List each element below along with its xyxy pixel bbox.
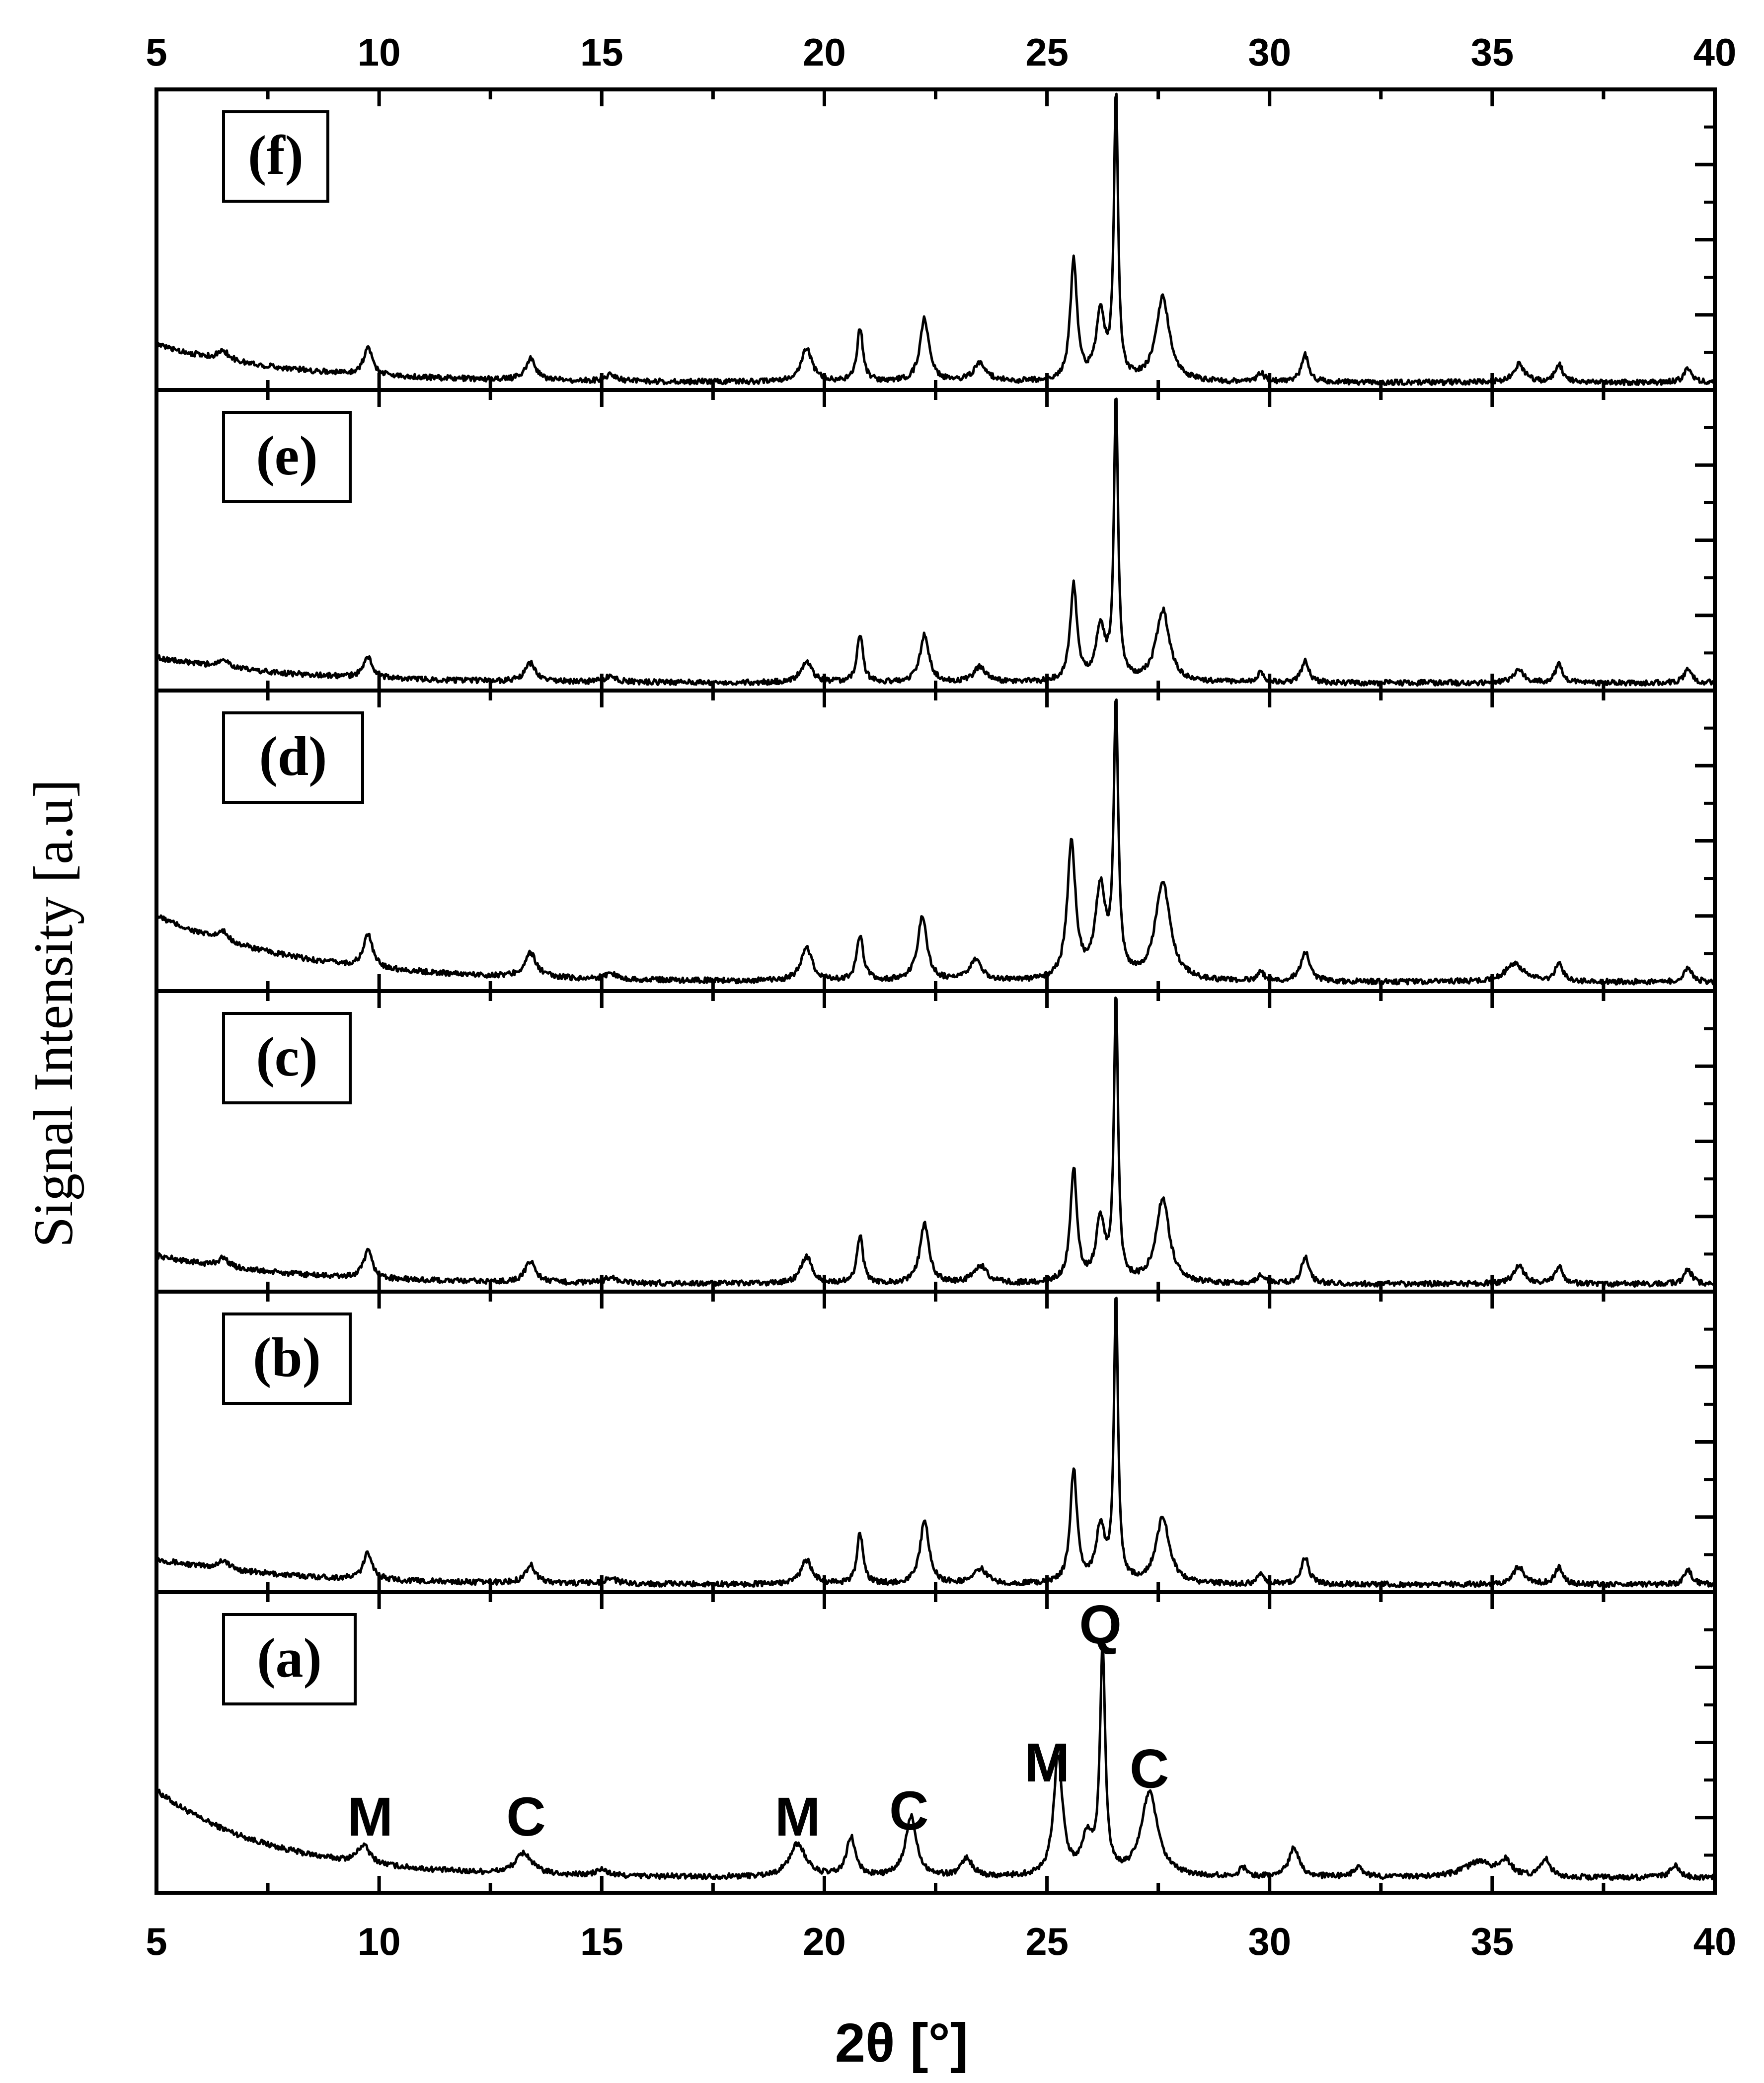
x-axis-title: 2θ [°]: [835, 2012, 968, 2074]
panel-c: (c): [154, 989, 1717, 1294]
x-tick-label-top: 15: [580, 30, 623, 74]
panel-d: (d): [154, 689, 1717, 993]
x-tick-label-bottom: 35: [1470, 1920, 1514, 1963]
peak-annotation-M: M: [775, 1786, 821, 1848]
x-tick-label-top: 5: [146, 30, 167, 74]
y-axis-title: Signal Intensity [a.u]: [23, 779, 84, 1247]
panel-label: (e): [256, 425, 317, 487]
x-tick-label-top: 10: [358, 30, 401, 74]
x-tick-label-top: 20: [803, 30, 846, 74]
panel-label: (f): [248, 125, 304, 186]
x-tick-label-bottom: 10: [358, 1920, 401, 1963]
panel-label-box: [222, 711, 364, 804]
panel-frame: [154, 689, 1717, 993]
x-tick-label-bottom: 25: [1025, 1920, 1069, 1963]
x-tick-label-bottom: 20: [803, 1920, 846, 1963]
peak-annotation-C: C: [1130, 1738, 1169, 1799]
panel-b: (b): [154, 1290, 1717, 1594]
peak-annotation-M: M: [1024, 1732, 1070, 1793]
panel-frame: [154, 1290, 1717, 1594]
x-tick-label-bottom: 5: [146, 1920, 167, 1963]
x-tick-label-bottom: 30: [1248, 1920, 1291, 1963]
panel-e: (e): [154, 388, 1717, 693]
x-tick-label-bottom: 40: [1693, 1920, 1737, 1963]
xrd-pattern-line: [155, 996, 1716, 1288]
panel-label-box: [222, 1613, 357, 1705]
panel-frame: [154, 989, 1717, 1294]
x-tick-label-top: 30: [1248, 30, 1291, 74]
peak-annotation-C: C: [506, 1786, 545, 1848]
x-tick-label-top: 35: [1470, 30, 1514, 74]
panel-label-box: [222, 110, 329, 203]
panel-label-box: [222, 1012, 352, 1104]
xrd-pattern-line: [156, 92, 1716, 386]
xrd-pattern-line: [155, 397, 1716, 687]
panel-frame: [154, 1590, 1717, 1895]
panel-frame: [154, 87, 1717, 392]
peak-annotation-Q: Q: [1079, 1594, 1122, 1655]
panel-f: (f): [154, 87, 1717, 392]
xrd-pattern-line: [156, 1297, 1715, 1589]
panel-frame: [154, 388, 1717, 693]
xrd-pattern-line: [155, 698, 1716, 986]
peak-annotation-C: C: [889, 1780, 928, 1842]
panel-label: (d): [259, 726, 327, 787]
x-axis: 5 5 10 10 15 15 20 20 25 25 30 30 35 35 40 40: [146, 30, 1736, 1963]
x-tick-label-bottom: 15: [580, 1920, 623, 1963]
x-tick-label-top: 40: [1693, 30, 1737, 74]
panel-label-box: [222, 1312, 352, 1405]
panel-label-box: [222, 411, 352, 503]
panel-label: (a): [257, 1627, 322, 1689]
peak-annotation-M: M: [347, 1786, 393, 1848]
panel-label: (b): [253, 1327, 321, 1389]
panel-label: (c): [256, 1026, 317, 1088]
xrd-pattern-line: [155, 1643, 1716, 1881]
x-tick-label-top: 25: [1025, 30, 1069, 74]
